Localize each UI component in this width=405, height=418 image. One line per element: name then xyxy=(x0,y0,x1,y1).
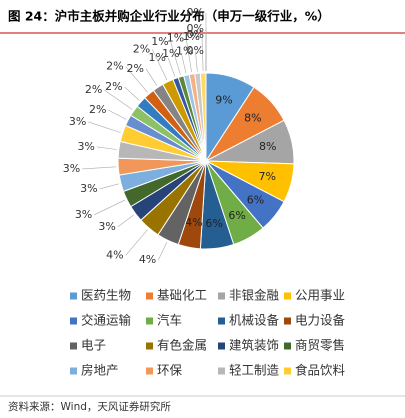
leader-line xyxy=(125,229,148,256)
leader-line xyxy=(96,146,117,150)
legend-label: 汽车 xyxy=(157,313,182,328)
leader-line xyxy=(88,121,121,133)
slice-label: 2% xyxy=(127,62,144,75)
slice-label: 3% xyxy=(75,208,92,221)
legend-swatch xyxy=(218,367,225,375)
legend-label: 医药生物 xyxy=(81,288,131,303)
slice-label: 9% xyxy=(215,93,232,106)
legend-swatch xyxy=(284,292,291,300)
leader-line xyxy=(167,57,176,77)
legend-label: 环保 xyxy=(157,363,183,378)
leader-line xyxy=(108,109,127,120)
slice-label: 2% xyxy=(105,80,122,93)
slice-label: 8% xyxy=(259,140,276,153)
slice-label: 6% xyxy=(228,209,245,222)
leader-line xyxy=(195,51,198,72)
leader-line xyxy=(158,241,168,261)
legend-label: 非银金融 xyxy=(229,288,280,303)
slice-label: 1% xyxy=(162,47,179,60)
legend-swatch xyxy=(146,367,153,375)
slice-label: 3% xyxy=(77,140,94,153)
leader-line xyxy=(124,86,140,101)
legend-swatch xyxy=(70,317,77,325)
legend-label: 房地产 xyxy=(81,363,119,378)
leader-line xyxy=(181,53,187,74)
legend-swatch xyxy=(218,342,225,350)
legend-swatch xyxy=(70,292,77,300)
legend-swatch xyxy=(284,317,291,325)
leader-line xyxy=(151,49,168,81)
source-note: 资料来源：Wind，天风证券研究所 xyxy=(8,400,171,413)
legend-label: 电子 xyxy=(81,338,106,353)
leader-line xyxy=(201,37,204,72)
legend-label: 食品饮料 xyxy=(295,363,346,378)
slice-label: 1% xyxy=(167,32,184,45)
slice-label: 4% xyxy=(185,216,202,229)
chart-title: 图 24：沪市主板并购企业行业分布（申万一级行业，%） xyxy=(8,9,330,24)
leader-line xyxy=(145,68,158,86)
legend-label: 轻工制造 xyxy=(229,363,280,378)
slice-label: 3% xyxy=(80,182,97,195)
legend-swatch xyxy=(284,367,291,375)
slice-label: 2% xyxy=(89,103,106,116)
slice-label: 0% xyxy=(187,6,204,19)
legend-swatch xyxy=(218,317,225,325)
slice-label: 0% xyxy=(187,44,204,57)
legend-label: 商贸零售 xyxy=(295,338,345,353)
leader-line xyxy=(82,166,117,170)
leader-line xyxy=(94,199,126,216)
slice-label: 2% xyxy=(133,42,150,55)
leader-line xyxy=(104,89,133,110)
legend-label: 公用事业 xyxy=(295,288,345,303)
slice-label: 1% xyxy=(183,30,200,43)
slice-label: 1% xyxy=(176,45,193,58)
slice-label: 3% xyxy=(98,220,115,233)
leader-line xyxy=(125,66,148,93)
slice-label: 0% xyxy=(187,22,204,35)
legend-swatch xyxy=(70,342,77,350)
legend-label: 交通运输 xyxy=(81,313,132,328)
legend-label: 有色金属 xyxy=(157,338,207,353)
slice-label: 1% xyxy=(151,35,168,48)
slice-label: 7% xyxy=(259,170,276,183)
slice-label: 4% xyxy=(139,253,156,266)
slice-label: 4% xyxy=(106,248,123,261)
leader-line xyxy=(185,38,192,73)
leader-line xyxy=(117,214,135,228)
slice-label: 0% xyxy=(187,28,204,41)
legend-swatch xyxy=(218,292,225,300)
slice-label: 6% xyxy=(205,217,222,230)
leader-line xyxy=(170,42,181,75)
leader-line xyxy=(99,183,120,190)
legend-label: 电力设备 xyxy=(295,313,346,328)
slice-label: 2% xyxy=(106,60,123,73)
legend-label: 基础化工 xyxy=(157,288,207,303)
slice-label: 8% xyxy=(244,111,261,124)
slice-label: 6% xyxy=(247,194,264,207)
legend-label: 建筑装饰 xyxy=(229,338,279,353)
slice-label: 2% xyxy=(85,83,102,96)
slice-label: 1% xyxy=(149,51,166,64)
legend-swatch xyxy=(146,292,153,300)
legend-swatch xyxy=(70,367,77,375)
legend-swatch xyxy=(146,342,153,350)
legend-swatch xyxy=(284,342,291,350)
slice-label: 3% xyxy=(69,115,86,128)
legend-label: 机械设备 xyxy=(229,313,280,328)
slice-label: 3% xyxy=(63,162,80,175)
legend-swatch xyxy=(146,317,153,325)
